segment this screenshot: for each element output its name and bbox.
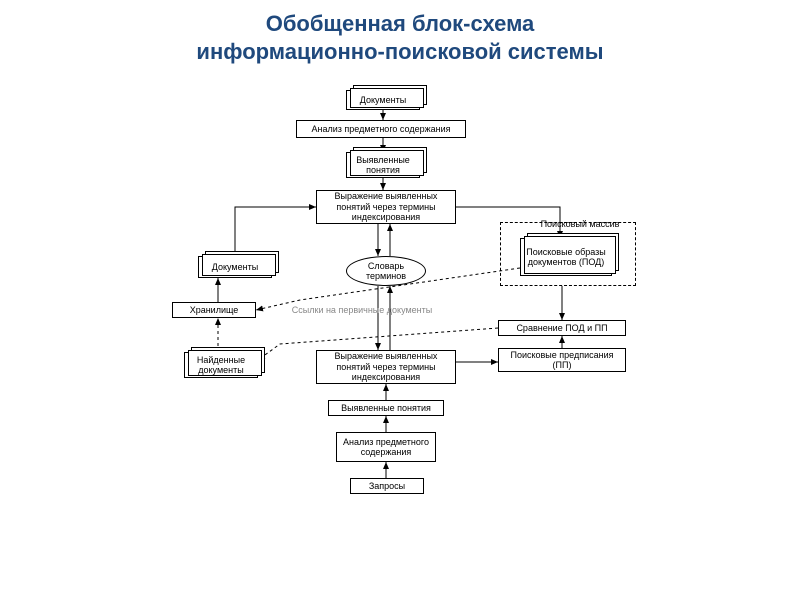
node-n_express_bot: Выражение выявленных понятий через терми…	[316, 350, 456, 384]
node-n_queries: Запросы	[350, 478, 424, 494]
node-n_link_label: Ссылки на первичные документы	[282, 306, 442, 318]
node-n_pod: Поисковые образы документов (ПОД)	[520, 238, 612, 276]
node-n_array_label: Поисковый массив	[520, 220, 640, 232]
diagram-title: Обобщенная блок-схема информационно-поис…	[0, 10, 800, 65]
node-n_express_top: Выражение выявленных понятий через терми…	[316, 190, 456, 224]
node-n_docs_top: Документы	[346, 90, 420, 110]
node-n_found: Найденные документы	[184, 352, 258, 378]
node-n_docs_left: Документы	[198, 256, 272, 278]
node-n_concepts_top: Выявленные понятия	[346, 152, 420, 178]
title-line1: Обобщенная блок-схема	[266, 11, 535, 36]
node-n_analysis_top: Анализ предметного содержания	[296, 120, 466, 138]
node-n_concepts_bot: Выявленные понятия	[328, 400, 444, 416]
node-n_dict: Словарь терминов	[346, 256, 426, 286]
node-n_analysis_bot: Анализ предметного содержания	[336, 432, 436, 462]
node-n_pp: Поисковые предписания (ПП)	[498, 348, 626, 372]
node-n_compare: Сравнение ПОД и ПП	[498, 320, 626, 336]
title-line2: информационно-поисковой системы	[196, 39, 603, 64]
node-n_storage: Хранилище	[172, 302, 256, 318]
